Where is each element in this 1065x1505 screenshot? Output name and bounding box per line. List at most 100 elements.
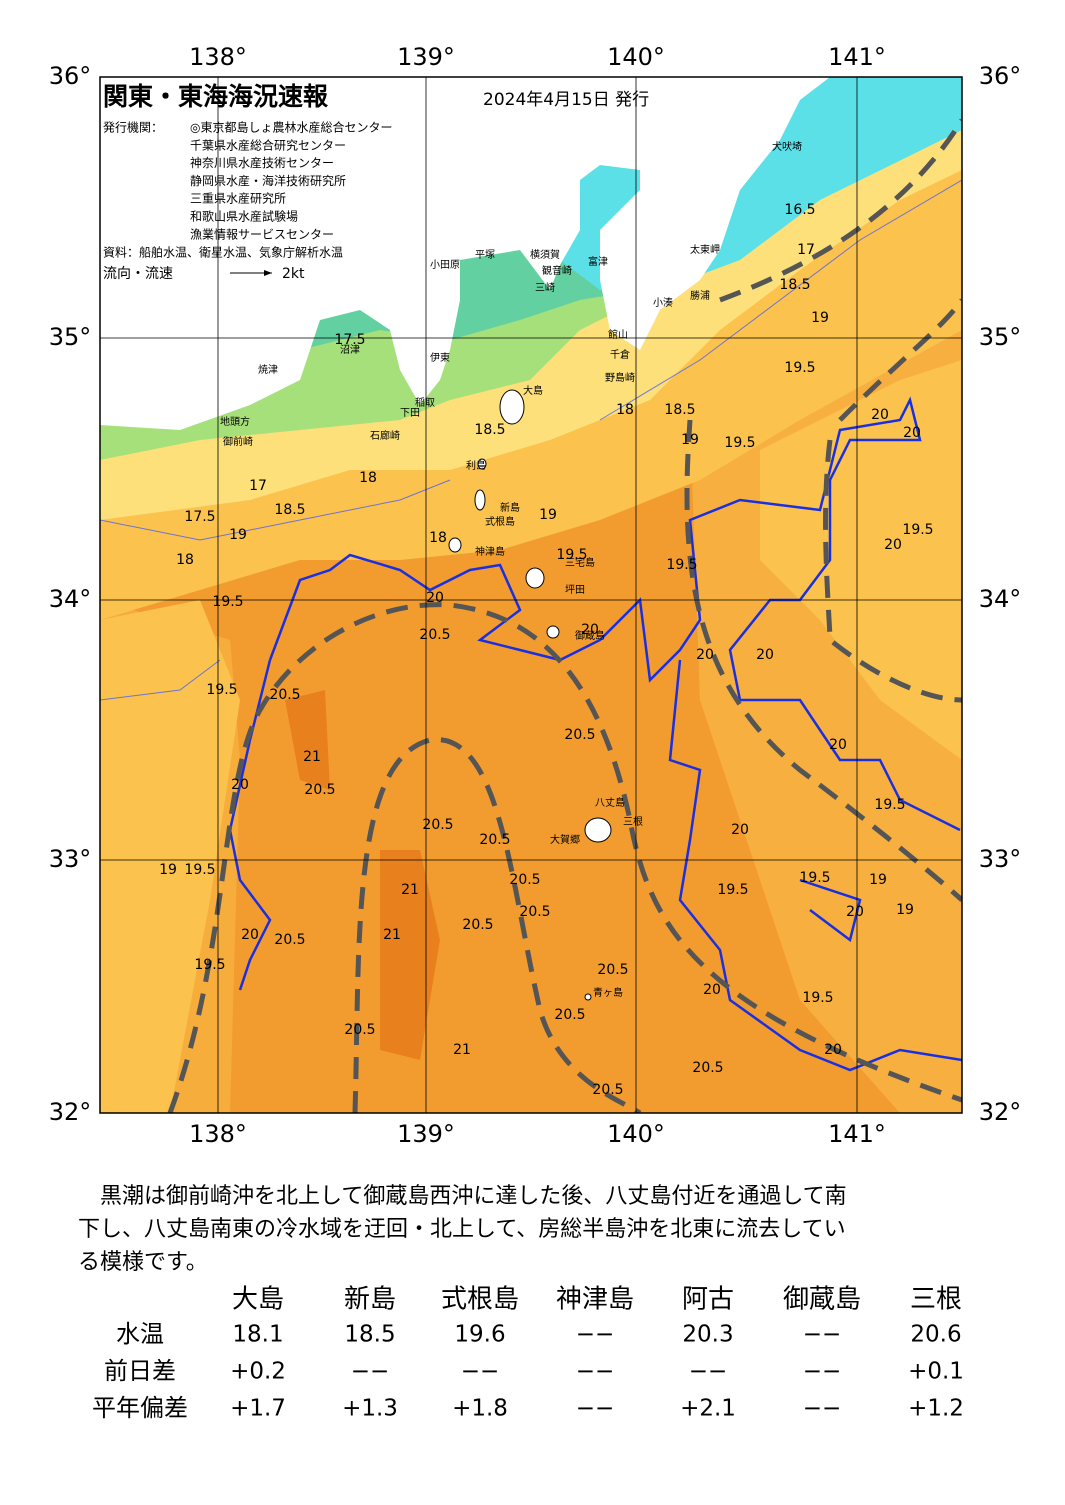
place-name: 地頭方	[220, 415, 250, 428]
table-header: 三根	[910, 1285, 962, 1315]
contour-label: 19.5	[212, 594, 243, 610]
contour-label: 20.5	[554, 1007, 585, 1023]
lat-label: 36°	[49, 62, 92, 90]
place-name: 青ヶ島	[593, 986, 623, 999]
lon-label: 138°	[189, 43, 247, 71]
contour-label: 16.5	[784, 202, 815, 218]
place-name: 御前崎	[223, 435, 253, 448]
contour-label: 20	[829, 737, 847, 753]
contour-label: 20.5	[304, 782, 335, 798]
contour-label: 20	[756, 647, 774, 663]
summary-line: 黒潮は御前崎沖を北上して御蔵島西沖に達した後、八丈島付近を通過して南	[78, 1184, 847, 1209]
contour-label: 19.5	[717, 882, 748, 898]
table-cell: +0.2	[230, 1359, 286, 1385]
kuroshio-axis	[167, 118, 962, 1113]
contour-label: 20	[871, 407, 889, 423]
row-label: 平年偏差	[92, 1394, 188, 1422]
contour-label: 19.5	[184, 862, 215, 878]
lon-label: 140°	[607, 1120, 665, 1148]
contour-label: 20	[696, 647, 714, 663]
table-header: 阿古	[682, 1285, 734, 1315]
contour-label: 19.5	[802, 990, 833, 1006]
place-name: 沼津	[340, 343, 360, 356]
contour-label: 20.5	[274, 932, 305, 948]
contour-label: 18	[359, 470, 377, 486]
contour-label: 20.5	[509, 872, 540, 888]
place-name: 三崎	[535, 281, 555, 294]
contour-label: 18	[429, 530, 447, 546]
contour-label: 17.5	[184, 509, 215, 525]
place-name: 神津島	[475, 545, 505, 558]
contour-label: 19.5	[902, 522, 933, 538]
issue-date: 2024年4月15日 発行	[483, 90, 649, 110]
place-name: 三宅島	[565, 556, 595, 569]
lat-label: 36°	[979, 62, 1022, 90]
place-name: 大賀郷	[550, 833, 580, 846]
place-name: 太東岬	[690, 243, 720, 256]
table-cell: −−	[576, 1359, 615, 1385]
place-name: 横須賀	[530, 248, 560, 261]
contour-label: 18.5	[664, 402, 695, 418]
place-name: 御蔵島	[575, 629, 605, 642]
contour-label: 19.5	[724, 435, 755, 451]
issuer: 静岡県水産・海洋技術研究所	[190, 173, 346, 188]
contour-label: 20	[703, 982, 721, 998]
title: 関東・東海海況速報	[103, 82, 329, 111]
table-cell: −−	[803, 1359, 842, 1385]
contour-label: 20	[884, 537, 902, 553]
contour-label: 20.5	[422, 817, 453, 833]
contour-label: 20	[846, 904, 864, 920]
lat-label: 32°	[979, 1098, 1022, 1126]
summary-line: 下し、八丈島南東の冷水域を迂回・北上して、房総半島沖を北東に流去してい	[78, 1217, 846, 1242]
place-name: 観音崎	[542, 264, 572, 277]
issuer: 和歌山県水産試験場	[190, 209, 298, 224]
table-cell: −−	[576, 1322, 615, 1348]
place-name: 稲取	[415, 397, 435, 409]
contour-label: 19	[159, 862, 177, 878]
lat-label: 34°	[49, 585, 92, 613]
table-cell: −−	[576, 1396, 615, 1422]
contour-label: 20.5	[592, 1082, 623, 1098]
lat-label: 35°	[49, 323, 92, 351]
place-name: 館山	[608, 328, 628, 341]
contour-label: 18.5	[474, 422, 505, 438]
issuer: 千葉県水産総合研究センター	[190, 137, 346, 152]
contour-label: 20.5	[419, 627, 450, 643]
lon-label: 138°	[189, 1120, 247, 1148]
issuer-label: 発行機関：	[103, 120, 163, 135]
contour-label: 19.5	[799, 870, 830, 886]
contour-label: 20.5	[269, 687, 300, 703]
lon-label: 141°	[828, 1120, 886, 1148]
lat-label: 35°	[979, 323, 1022, 351]
place-name: 利島	[466, 459, 486, 472]
lat-label: 34°	[979, 585, 1022, 613]
table-header: 式根島	[441, 1285, 519, 1315]
table-cell: +1.8	[452, 1396, 508, 1422]
contour-label: 20.5	[564, 727, 595, 743]
table-header: 神津島	[556, 1285, 634, 1315]
place-name: 石廊崎	[370, 429, 400, 442]
place-name: 伊東	[430, 351, 450, 364]
contour-label: 20	[731, 822, 749, 838]
place-name: 勝浦	[690, 289, 710, 302]
lat-label: 33°	[979, 845, 1022, 873]
table-cell: 18.1	[232, 1322, 283, 1348]
contour-label: 19	[229, 527, 247, 543]
place-name: 千倉	[610, 348, 630, 361]
place-name: 犬吠埼	[772, 140, 802, 153]
lat-label: 32°	[49, 1098, 92, 1126]
table-cell: 19.6	[454, 1322, 505, 1348]
table-cell: 18.5	[344, 1322, 395, 1348]
summary-line: る模様です。	[78, 1250, 208, 1275]
place-name: 下田	[400, 408, 420, 419]
table-cell: −−	[351, 1359, 390, 1385]
place-name: 焼津	[258, 364, 278, 376]
contour-label: 19.5	[556, 547, 587, 563]
row-label: 前日差	[104, 1357, 176, 1385]
source: 資料：船舶水温、衛星水温、気象庁解析水温	[103, 245, 343, 260]
contour-label: 17	[249, 478, 267, 494]
contour-label: 20.5	[692, 1060, 723, 1076]
issuer: 三重県水産研究所	[190, 191, 286, 206]
place-name: 八丈島	[595, 796, 625, 809]
